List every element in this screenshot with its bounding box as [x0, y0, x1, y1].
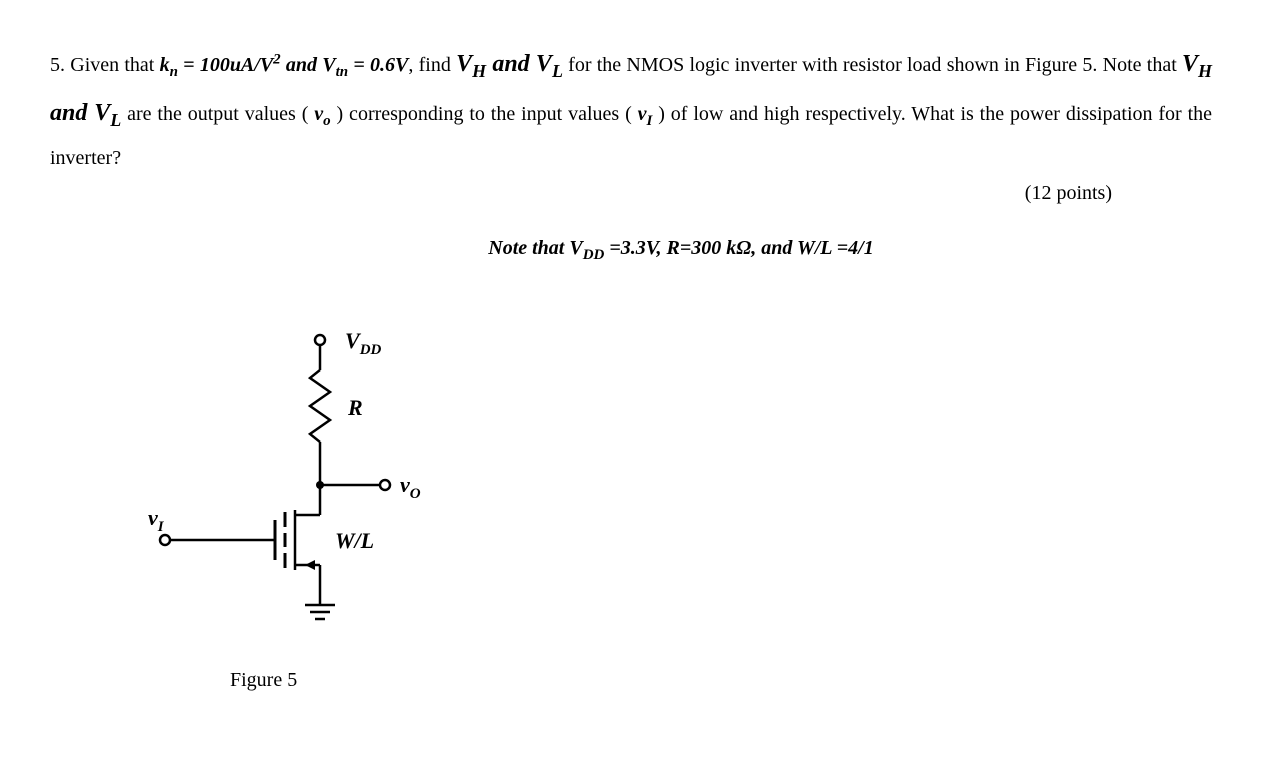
output-terminal	[380, 480, 390, 490]
vdd-label: VDD	[345, 328, 382, 358]
circuit-svg: VDD R vO W/L vI	[110, 320, 510, 670]
vo-label: vO	[400, 472, 421, 502]
vdd-terminal	[315, 335, 325, 345]
resistor-label: R	[347, 395, 363, 420]
points-marker: (12 points)	[50, 173, 1212, 213]
input-terminal	[160, 535, 170, 545]
vi-label: vI	[148, 505, 165, 535]
circuit-figure: VDD R vO W/L vI	[110, 320, 510, 700]
problem-number: 5.	[50, 54, 65, 76]
problem-note: Note that VDD =3.3V, R=300 kΩ, and W/L =…	[150, 228, 1212, 270]
wl-label: W/L	[335, 528, 374, 553]
figure-caption: Figure 5	[230, 660, 297, 700]
resistor	[310, 370, 330, 442]
nmos-arrow	[305, 560, 315, 570]
problem-statement: 5. Given that kn = 100uA/V2 and Vtn = 0.…	[50, 40, 1212, 178]
